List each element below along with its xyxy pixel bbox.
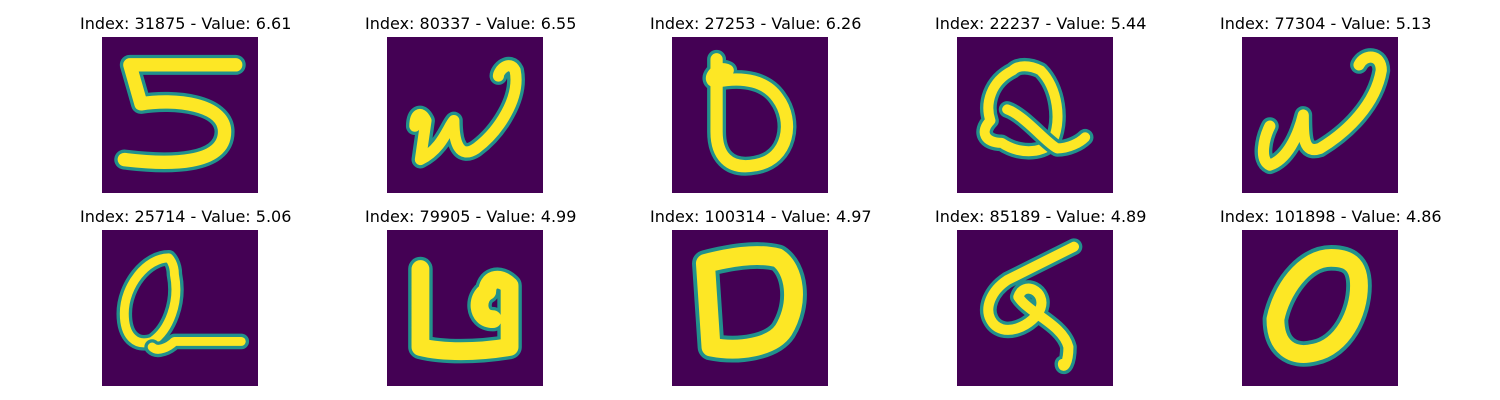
handwritten-q-icon [102,230,258,386]
panel-title: Index: 22237 - Value: 5.44 [935,14,1147,33]
handwritten-d-icon [672,37,828,193]
handwritten-d-icon [672,230,828,386]
panel-title: Index: 85189 - Value: 4.89 [935,207,1147,226]
panel-title: Index: 101898 - Value: 4.86 [1220,207,1442,226]
handwritten-w-icon [1242,37,1398,193]
panel-title: Index: 77304 - Value: 5.13 [1220,14,1432,33]
handwritten-w-icon [387,37,543,193]
panel-title: Index: 25714 - Value: 5.06 [80,207,292,226]
panel-title: Index: 79905 - Value: 4.99 [365,207,577,226]
handwritten-g-icon [957,230,1113,386]
panel-title: Index: 27253 - Value: 6.26 [650,14,862,33]
handwritten-5-icon [102,37,258,193]
handwritten-a-icon [387,230,543,386]
handwritten-q-icon [957,37,1113,193]
handwritten-0-icon [1242,230,1398,386]
panel-title: Index: 100314 - Value: 4.97 [650,207,872,226]
panel-title: Index: 80337 - Value: 6.55 [365,14,577,33]
panel-title: Index: 31875 - Value: 6.61 [80,14,292,33]
